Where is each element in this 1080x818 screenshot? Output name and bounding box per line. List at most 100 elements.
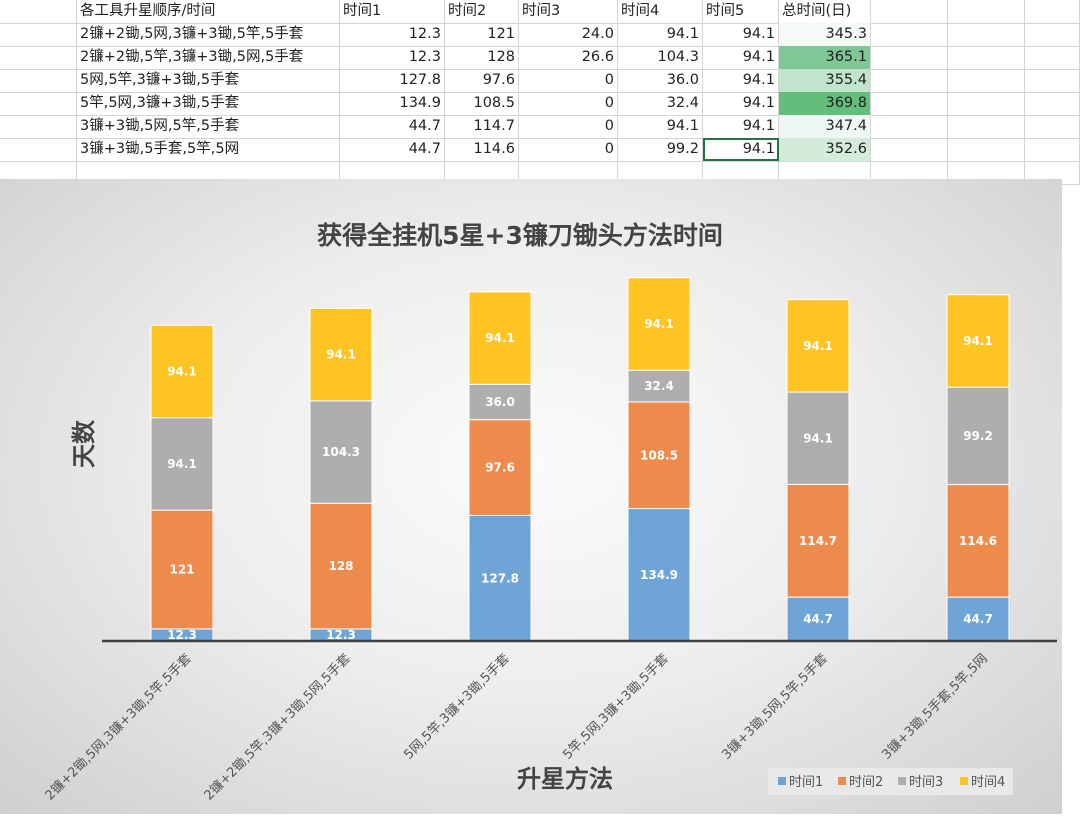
cell[interactable]: 108.5 (445, 92, 519, 115)
cell[interactable]: 12.3 (340, 23, 445, 46)
cell[interactable]: 44.7 (340, 115, 445, 138)
bar-segment[interactable] (468, 419, 532, 517)
bar-segment[interactable] (150, 417, 214, 511)
cell[interactable]: 3镰+3锄,5手套,5竿,5网 (77, 138, 340, 161)
cell[interactable]: 2镰+2锄,5竿,3镰+3锄,5网,5手套 (77, 46, 340, 69)
cell[interactable]: 94.1 (703, 23, 779, 46)
cell[interactable] (948, 23, 1025, 46)
column-header[interactable]: 时间1 (340, 0, 445, 23)
cell[interactable] (0, 92, 77, 115)
cell[interactable] (77, 161, 340, 184)
cell[interactable]: 121 (445, 23, 519, 46)
cell[interactable]: 5竿,5网,3镰+3锄,5手套 (77, 92, 340, 115)
total-cell[interactable]: 365.1 (779, 46, 871, 69)
cell[interactable]: 94.1 (618, 115, 703, 138)
cell[interactable] (871, 115, 948, 138)
cell[interactable] (0, 115, 77, 138)
cell[interactable]: 94.1 (703, 115, 779, 138)
cell[interactable] (948, 138, 1025, 161)
cell[interactable] (948, 92, 1025, 115)
cell[interactable] (948, 46, 1025, 69)
cell[interactable] (0, 69, 77, 92)
bar-segment[interactable] (309, 502, 373, 630)
cell[interactable] (1025, 69, 1080, 92)
cell[interactable] (445, 161, 519, 184)
total-cell[interactable]: 352.6 (779, 138, 871, 161)
cell[interactable] (948, 69, 1025, 92)
cell[interactable]: 0 (519, 138, 618, 161)
cell[interactable]: 97.6 (445, 69, 519, 92)
bar-segment[interactable] (309, 307, 373, 402)
total-cell[interactable]: 369.8 (779, 92, 871, 115)
cell[interactable] (871, 46, 948, 69)
cell[interactable] (703, 161, 779, 184)
cell[interactable] (779, 161, 871, 184)
cell[interactable]: 12.3 (340, 46, 445, 69)
cell[interactable] (0, 161, 77, 184)
cell[interactable]: 114.6 (445, 138, 519, 161)
bar-segment[interactable] (627, 277, 691, 371)
cell[interactable] (1025, 138, 1080, 161)
cell[interactable]: 2镰+2锄,5网,3镰+3锄,5竿,5手套 (77, 23, 340, 46)
cell[interactable] (1025, 0, 1080, 23)
column-header[interactable]: 时间3 (519, 0, 618, 23)
cell[interactable] (871, 0, 948, 23)
bar-segment[interactable] (946, 386, 1010, 486)
bar-segment[interactable] (468, 383, 532, 421)
bar-segment[interactable] (786, 299, 850, 393)
bar-segment[interactable] (468, 291, 532, 385)
bar-segment[interactable] (946, 596, 1010, 642)
column-header[interactable]: 时间4 (618, 0, 703, 23)
bar-segment[interactable] (468, 515, 532, 642)
total-cell[interactable]: 347.4 (779, 115, 871, 138)
cell[interactable] (871, 92, 948, 115)
bar-segment[interactable] (309, 400, 373, 504)
cell[interactable]: 94.1 (618, 23, 703, 46)
cell[interactable]: 94.1 (703, 69, 779, 92)
total-cell[interactable]: 345.3 (779, 23, 871, 46)
cell[interactable]: 32.4 (618, 92, 703, 115)
cell[interactable]: 24.0 (519, 23, 618, 46)
cell[interactable]: 0 (519, 69, 618, 92)
cell[interactable]: 127.8 (340, 69, 445, 92)
bar-segment[interactable] (946, 294, 1010, 388)
cell[interactable] (340, 161, 445, 184)
bar-segment[interactable] (786, 596, 850, 642)
bar-segment[interactable] (946, 484, 1010, 598)
cell[interactable] (1025, 115, 1080, 138)
bar-segment[interactable] (627, 401, 691, 510)
cell[interactable] (519, 161, 618, 184)
cell[interactable] (618, 161, 703, 184)
cell[interactable]: 94.1 (703, 46, 779, 69)
cell[interactable]: 128 (445, 46, 519, 69)
cell[interactable] (1025, 46, 1080, 69)
cell[interactable]: 94.1 (703, 138, 779, 161)
cell[interactable]: 104.3 (618, 46, 703, 69)
column-header[interactable]: 各工具升星顺序/时间 (77, 0, 340, 23)
cell[interactable] (871, 23, 948, 46)
bar-segment[interactable] (786, 483, 850, 598)
bar-segment[interactable] (627, 508, 691, 642)
bar-segment[interactable] (627, 369, 691, 403)
cell[interactable] (1025, 92, 1080, 115)
cell[interactable] (871, 69, 948, 92)
column-header[interactable]: 时间5 (703, 0, 779, 23)
cell[interactable]: 114.7 (445, 115, 519, 138)
cell[interactable] (871, 161, 948, 184)
cell[interactable] (871, 138, 948, 161)
cell[interactable] (0, 46, 77, 69)
cell[interactable] (948, 161, 1025, 184)
cell[interactable] (0, 0, 77, 23)
cell[interactable]: 134.9 (340, 92, 445, 115)
cell[interactable]: 3镰+3锄,5网,5竿,5手套 (77, 115, 340, 138)
cell[interactable]: 44.7 (340, 138, 445, 161)
cell[interactable] (948, 0, 1025, 23)
bar-segment[interactable] (786, 391, 850, 485)
cell[interactable]: 94.1 (703, 92, 779, 115)
cell[interactable] (1025, 23, 1080, 46)
chart-area[interactable]: 获得全挂机5星+3镰刀锄头方法时间 天数 升星方法 12.3 121 94.1 94.… (0, 179, 1062, 814)
cell[interactable]: 26.6 (519, 46, 618, 69)
cell[interactable]: 36.0 (618, 69, 703, 92)
cell[interactable]: 99.2 (618, 138, 703, 161)
cell[interactable]: 5网,5竿,3镰+3锄,5手套 (77, 69, 340, 92)
